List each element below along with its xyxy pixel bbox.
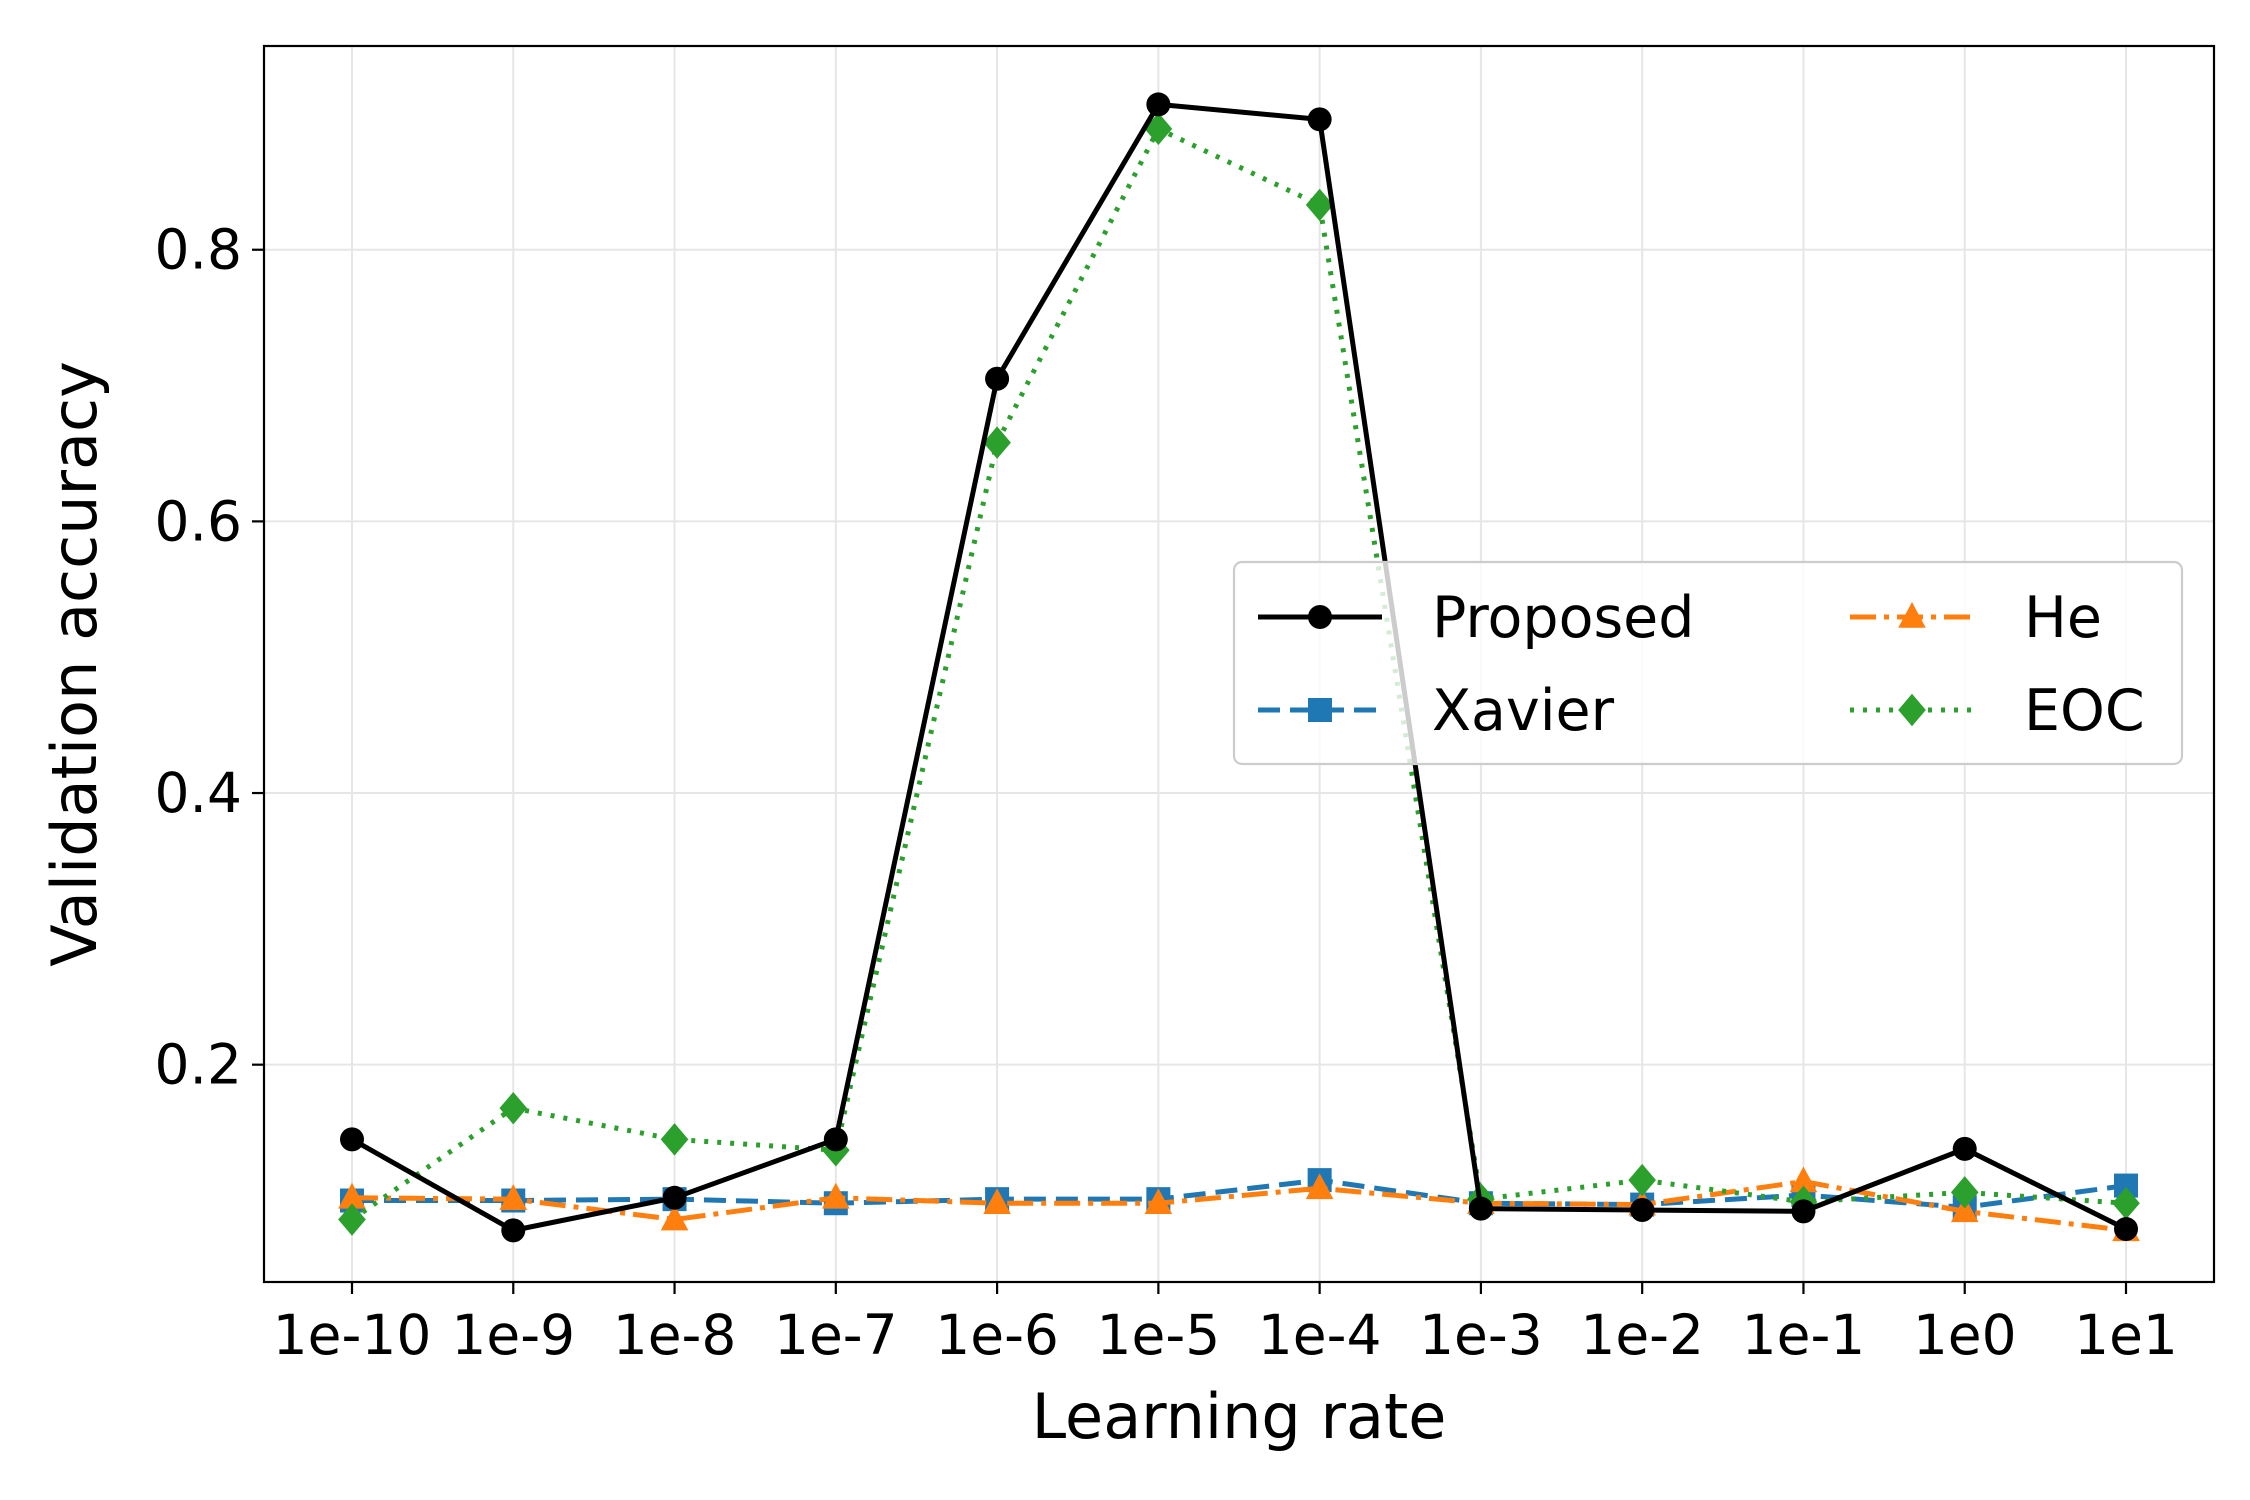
data-point [1952,1136,1977,1161]
legend-label: He [2024,585,2102,651]
legend-label: Proposed [1432,585,1694,651]
x-tick-label: 1e-2 [1580,1303,1704,1367]
data-point [338,1203,366,1236]
data-point [983,426,1011,459]
data-point [501,1218,526,1243]
plot-frame [262,44,2216,1284]
series-he [338,1166,2140,1242]
legend-label: Xavier [1432,678,1615,744]
data-point [1789,1166,1818,1193]
data-point [340,1127,364,1152]
legend-entry-he: He [1850,585,2102,651]
x-tick-label: 1e-10 [273,1303,432,1367]
data-point [1950,1176,1979,1209]
data-point [1305,188,1334,222]
legend-marker [1308,698,1332,722]
x-tick-label: 1e-1 [1742,1303,1866,1367]
legend: Proposed He Xavier EOC [1232,560,2184,766]
data-point [1144,1188,1173,1215]
legend-marker [1898,693,1926,727]
legend-marker [1898,602,1926,628]
legend-entry-proposed: Proposed [1258,585,1694,651]
x-tick-label: 1e-8 [613,1303,737,1367]
data-point [499,1184,528,1210]
data-point [1468,1196,1493,1221]
data-point [1950,1196,1979,1223]
data-point [499,1091,528,1125]
data-point [1628,1163,1656,1197]
data-point [1305,1173,1334,1200]
data-point [822,1182,850,1209]
series-line [352,1177,2127,1210]
legend-entry-eoc: EOC [1850,678,2145,744]
legend-label: EOC [2024,678,2145,744]
x-tick-label: 1e-3 [1419,1303,1543,1367]
data-point [985,366,1010,391]
data-point [660,1123,689,1156]
ticks: 1e-10 1e-9 1e-8 1e-7 1e-6 1e-5 1e-4 1e-3 1e-2 1e-… [155,218,2178,1367]
legend-marker [1308,605,1332,629]
data-point [1630,1198,1655,1223]
data-point [823,1127,848,1152]
data-point [983,1188,1011,1215]
data-point [2112,1187,2140,1220]
series-proposed [340,92,2138,1243]
data-point [1791,1199,1816,1224]
data-point [2114,1217,2138,1242]
x-tick-label: 1e-5 [1097,1303,1221,1367]
legend-frame [1232,560,2184,766]
x-tick-label: 1e0 [1913,1303,2017,1367]
y-tick-label: 0.8 [155,218,242,282]
data-point [1146,92,1171,117]
x-axis-label: Learning rate [1032,1380,1447,1453]
x-tick-label: 1e-6 [935,1303,1059,1367]
y-tick-label: 0.6 [155,489,242,553]
x-tick-label: 1e1 [2074,1303,2178,1367]
data-point [660,1204,689,1231]
legend-entry-xavier: Xavier [1258,678,1615,744]
data-point [1144,112,1173,146]
x-tick-label: 1e-9 [451,1303,575,1367]
y-tick-label: 0.4 [155,761,242,825]
x-tick-label: 1e-7 [774,1303,898,1367]
y-axis-label: Validation accuracy [38,361,111,967]
series-line [350,101,2128,1233]
series-line [351,1178,2127,1233]
data-point [662,1185,687,1210]
data-point [338,1182,366,1209]
series-layer [338,92,2140,1243]
data-point [1307,107,1332,132]
y-tick-label: 0.2 [155,1033,242,1097]
x-tick-label: 1e-4 [1258,1303,1382,1367]
